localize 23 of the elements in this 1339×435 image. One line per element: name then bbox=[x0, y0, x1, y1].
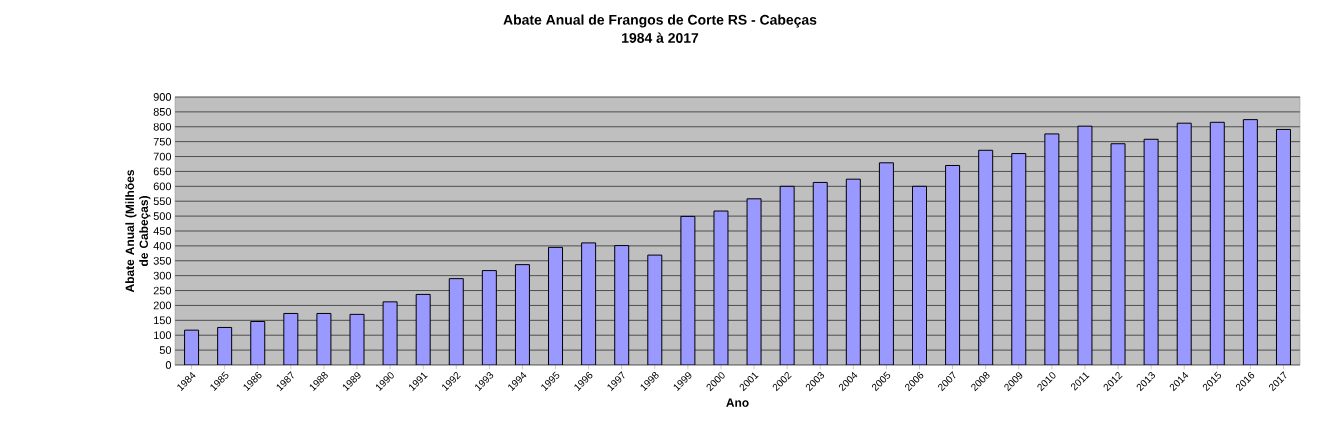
y-tick-label: 850 bbox=[153, 108, 172, 116]
chart-subtitle: 1984 à 2017 bbox=[622, 32, 699, 43]
y-tick-label: 400 bbox=[153, 242, 172, 250]
y-tick-label: 700 bbox=[153, 152, 172, 161]
y-tick-label: 650 bbox=[153, 167, 172, 176]
y-tick-label: 0 bbox=[165, 361, 172, 369]
y-tick-label: 800 bbox=[153, 122, 172, 131]
y-tick-label: 750 bbox=[153, 137, 172, 146]
y-tick-label: 50 bbox=[159, 346, 172, 354]
x-axis-title: Ano bbox=[726, 398, 749, 407]
y-tick-label: 500 bbox=[153, 212, 172, 220]
y-tick-label: 150 bbox=[154, 316, 172, 325]
y-tick-label: 900 bbox=[153, 93, 172, 101]
y-tick-label: 100 bbox=[154, 331, 172, 340]
y-tick-label: 550 bbox=[153, 197, 172, 206]
y-tick-label: 300 bbox=[153, 271, 172, 280]
y-axis-title: Abate Anual (Milhões de Cabeças) bbox=[125, 170, 151, 293]
y-tick-label: 200 bbox=[153, 301, 172, 310]
y-tick-label: 600 bbox=[153, 182, 172, 191]
y-tick-label: 250 bbox=[153, 286, 172, 295]
chart-title: Abate Anual de Frangos de Corte RS - Cabeças bbox=[503, 14, 817, 28]
y-tick-label: 450 bbox=[153, 227, 172, 235]
y-tick-label: 350 bbox=[153, 256, 172, 265]
